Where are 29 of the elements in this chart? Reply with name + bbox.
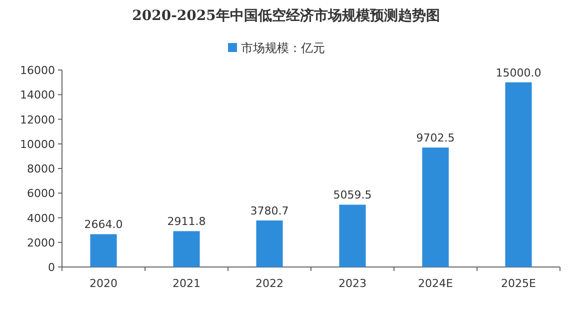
- bar: [173, 231, 200, 267]
- y-tick-label: 0: [48, 261, 55, 274]
- legend-label: 市场规模：亿元: [241, 41, 325, 55]
- data-label: 2911.8: [167, 215, 206, 228]
- bar: [505, 82, 532, 267]
- data-label: 5059.5: [333, 188, 372, 202]
- data-label: 3780.7: [250, 204, 289, 218]
- x-tick-label: 2022: [256, 277, 284, 290]
- data-label: 2664.0: [84, 218, 123, 232]
- y-tick-label: 2000: [27, 236, 55, 250]
- y-tick-label: 8000: [27, 162, 55, 176]
- y-tick-label: 6000: [27, 187, 55, 200]
- bar: [256, 220, 283, 267]
- x-tick-label: 2020: [90, 277, 118, 290]
- x-tick-label: 2023: [338, 277, 366, 290]
- y-tick-label: 12000: [20, 113, 55, 126]
- x-tick-label: 2021: [172, 277, 200, 290]
- y-tick-label: 16000: [20, 64, 55, 77]
- x-tick-label: 2024E: [418, 277, 454, 290]
- bar: [422, 148, 449, 267]
- chart-title: 2020-2025年中国低空经济市场规模预测趋势图: [132, 7, 440, 24]
- bar: [339, 204, 366, 267]
- y-tick-label: 14000: [20, 88, 55, 102]
- bar: [90, 234, 117, 267]
- y-tick-label: 10000: [20, 138, 55, 151]
- data-label: 9702.5: [416, 132, 455, 145]
- y-tick-label: 4000: [27, 212, 55, 225]
- data-label: 15000.0: [496, 66, 542, 80]
- x-tick-label: 2025E: [501, 277, 536, 290]
